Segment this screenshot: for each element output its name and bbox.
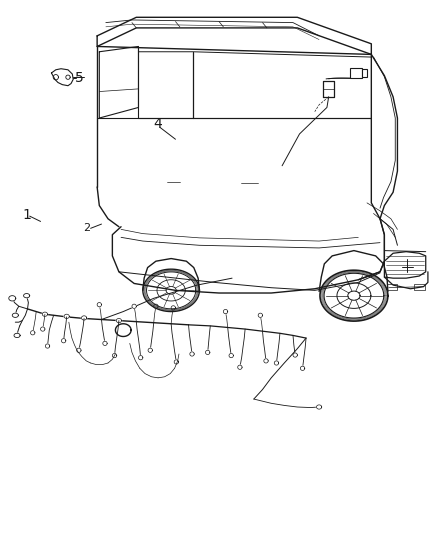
Polygon shape <box>174 360 179 364</box>
Polygon shape <box>31 330 35 335</box>
Bar <box>387 284 397 290</box>
Polygon shape <box>117 318 121 322</box>
Bar <box>414 284 425 290</box>
Polygon shape <box>14 333 20 337</box>
Polygon shape <box>148 348 152 352</box>
Polygon shape <box>116 324 131 336</box>
Polygon shape <box>9 296 16 301</box>
Bar <box>350 68 362 78</box>
Polygon shape <box>293 353 297 357</box>
Polygon shape <box>24 294 30 298</box>
Polygon shape <box>41 327 45 331</box>
Polygon shape <box>113 353 117 358</box>
Polygon shape <box>64 314 69 318</box>
Polygon shape <box>97 303 102 307</box>
Polygon shape <box>103 341 107 345</box>
Bar <box>362 69 367 77</box>
Polygon shape <box>190 352 194 356</box>
Polygon shape <box>300 366 305 370</box>
Text: 1: 1 <box>22 207 31 222</box>
Polygon shape <box>77 348 81 352</box>
Polygon shape <box>238 365 242 369</box>
Polygon shape <box>154 304 158 309</box>
Polygon shape <box>12 313 18 317</box>
Polygon shape <box>223 310 228 314</box>
Polygon shape <box>264 359 268 363</box>
Polygon shape <box>138 356 143 360</box>
Polygon shape <box>46 344 49 348</box>
Polygon shape <box>274 361 279 365</box>
Polygon shape <box>61 338 66 343</box>
Text: 5: 5 <box>75 71 84 85</box>
Text: 4: 4 <box>153 117 162 132</box>
Polygon shape <box>132 304 136 309</box>
Polygon shape <box>258 313 262 317</box>
Polygon shape <box>317 405 322 409</box>
Text: 2: 2 <box>83 223 90 233</box>
Polygon shape <box>171 306 176 310</box>
Polygon shape <box>205 350 210 354</box>
Polygon shape <box>42 312 47 317</box>
Polygon shape <box>81 316 87 320</box>
Polygon shape <box>229 353 233 358</box>
